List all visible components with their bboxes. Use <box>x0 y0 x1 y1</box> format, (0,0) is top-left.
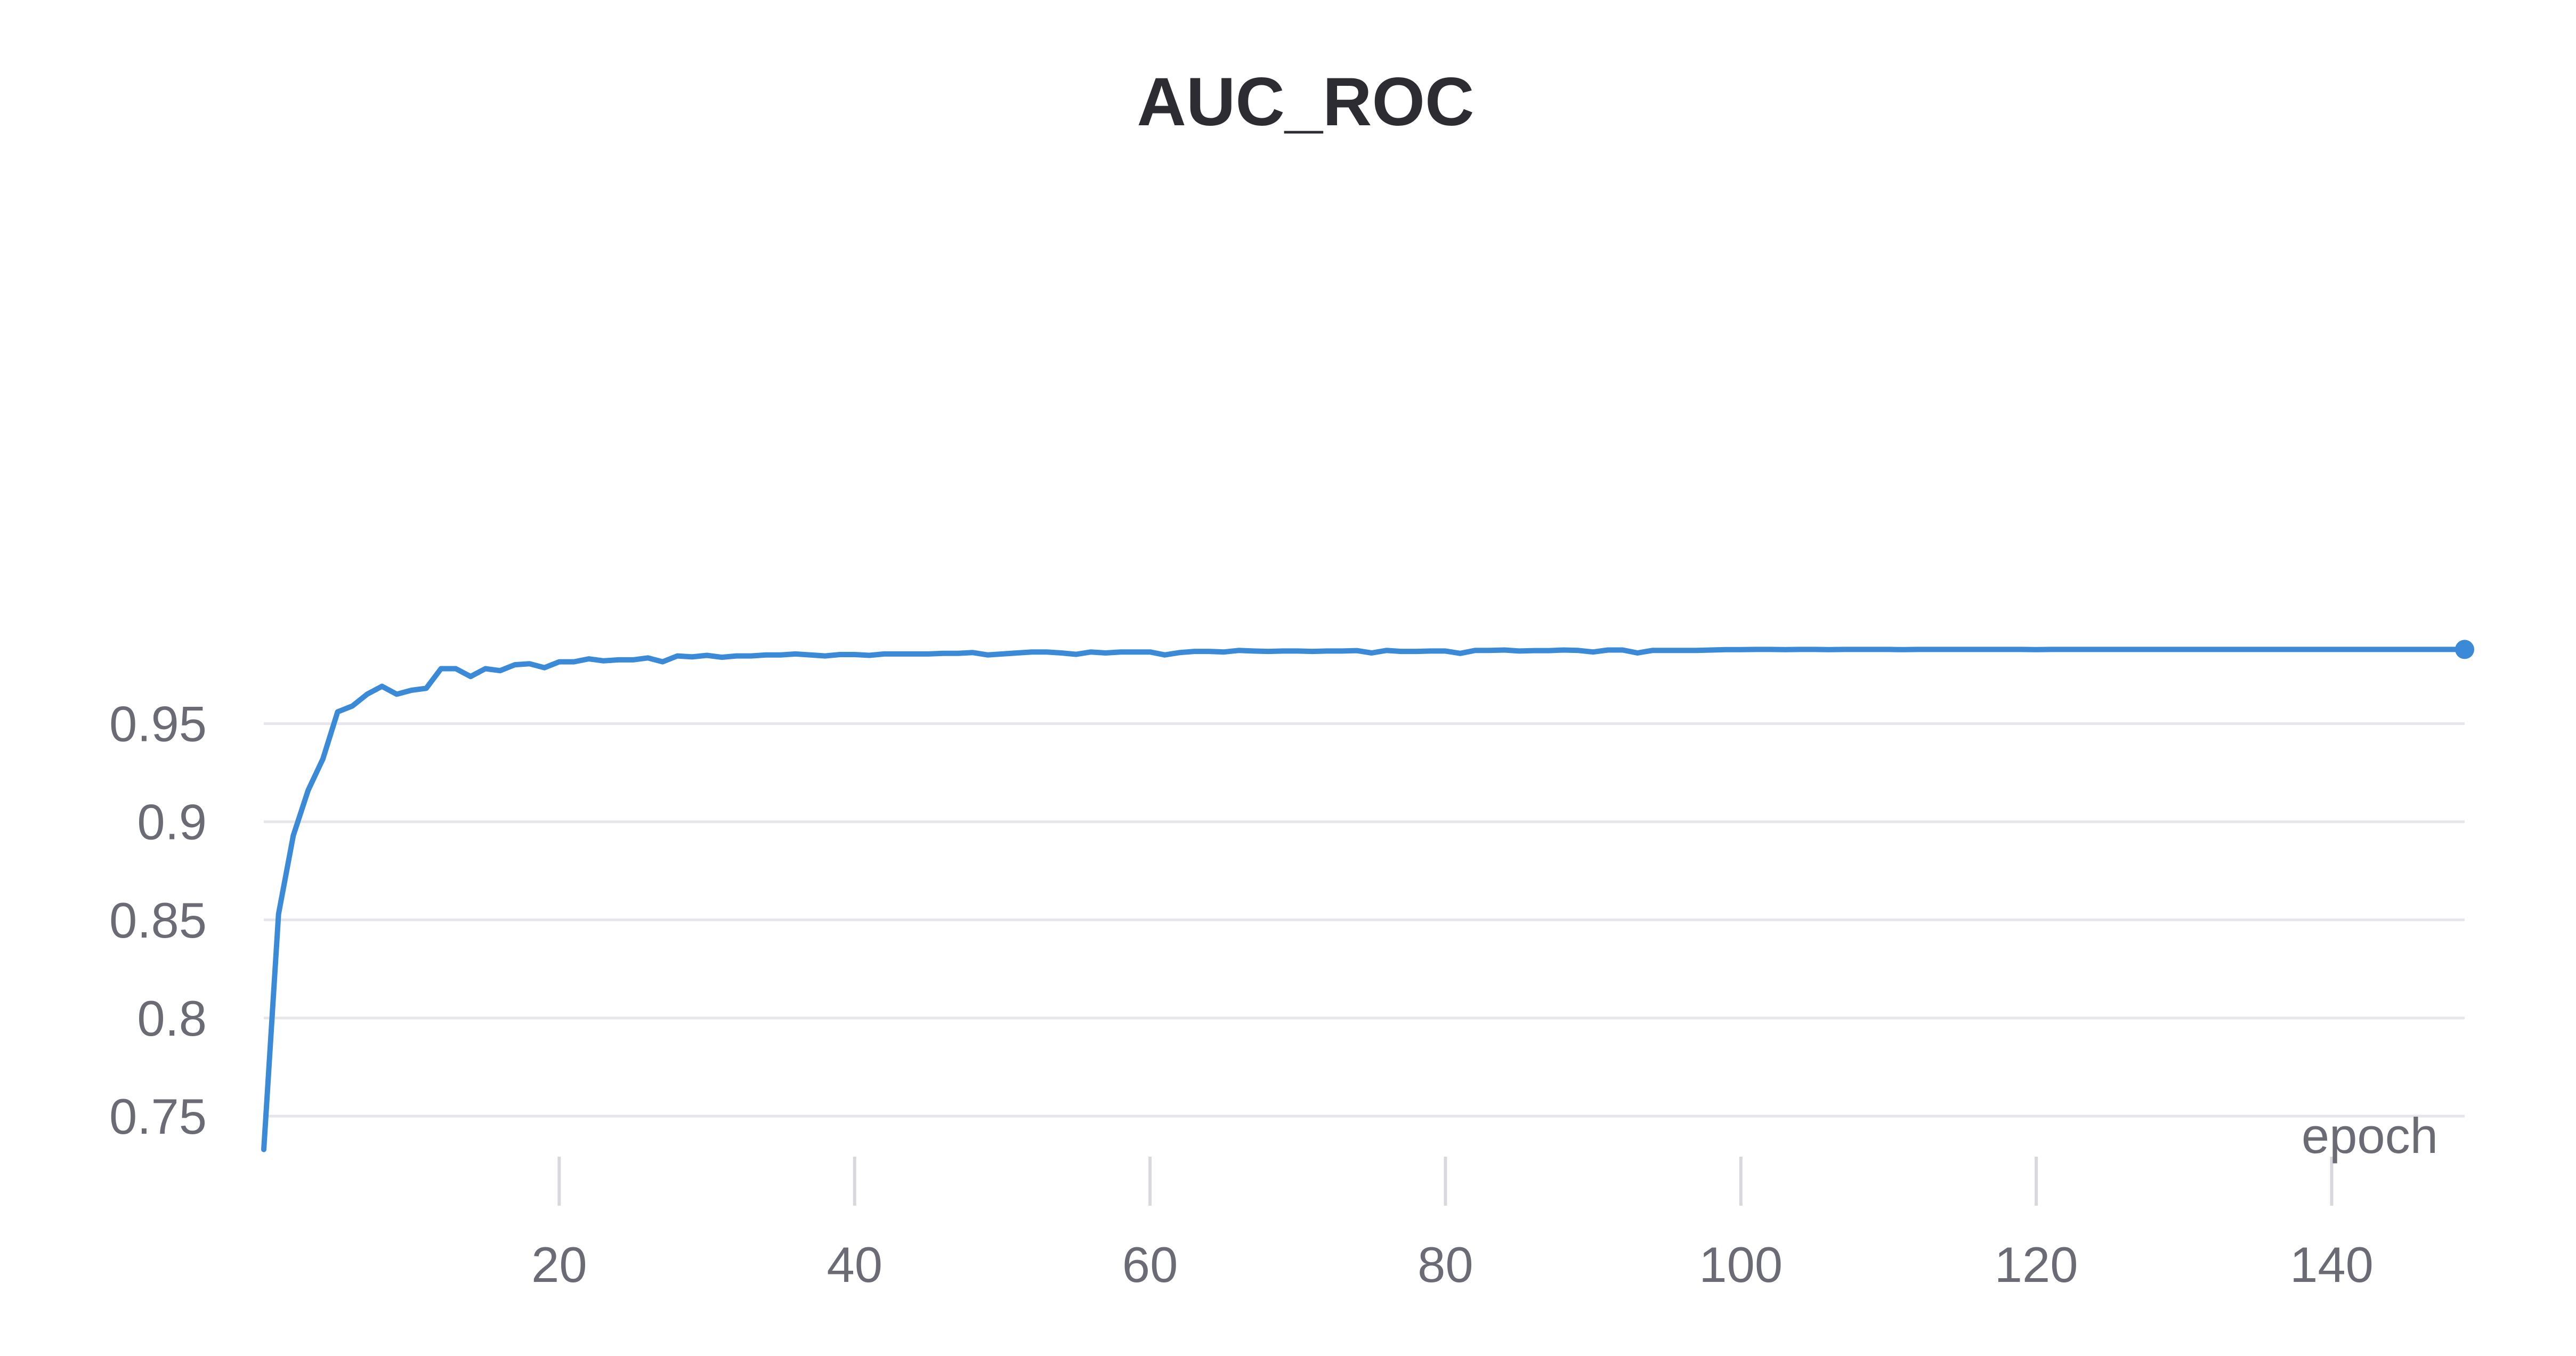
y-tick-label: 0.75 <box>109 1088 207 1144</box>
x-tick-label: 20 <box>531 1237 587 1293</box>
x-tick-label: 120 <box>1995 1237 2078 1293</box>
x-axis-label: epoch <box>2302 1108 2438 1164</box>
x-tick-label: 80 <box>1417 1237 1473 1293</box>
x-axis-ticks: 20 40 60 80 100 120 140 <box>531 1157 2374 1293</box>
y-tick-label: 0.95 <box>109 696 207 752</box>
x-tick-label: 60 <box>1122 1237 1178 1293</box>
x-tick-label: 140 <box>2290 1237 2374 1293</box>
series-layer <box>261 640 2474 1152</box>
y-axis-ticks: 0.75 0.8 0.85 0.9 0.95 <box>109 696 207 1144</box>
series-end-point[interactable] <box>2455 640 2474 659</box>
y-tick-label: 0.8 <box>137 990 207 1046</box>
grid-lines <box>264 722 2465 1118</box>
y-tick-label: 0.9 <box>137 794 207 850</box>
chart-title: AUC_ROC <box>1137 64 1475 140</box>
x-tick-label: 40 <box>827 1237 882 1293</box>
series-line <box>261 647 2467 1152</box>
x-tick-label: 100 <box>1699 1237 1783 1293</box>
y-tick-label: 0.85 <box>109 892 207 948</box>
